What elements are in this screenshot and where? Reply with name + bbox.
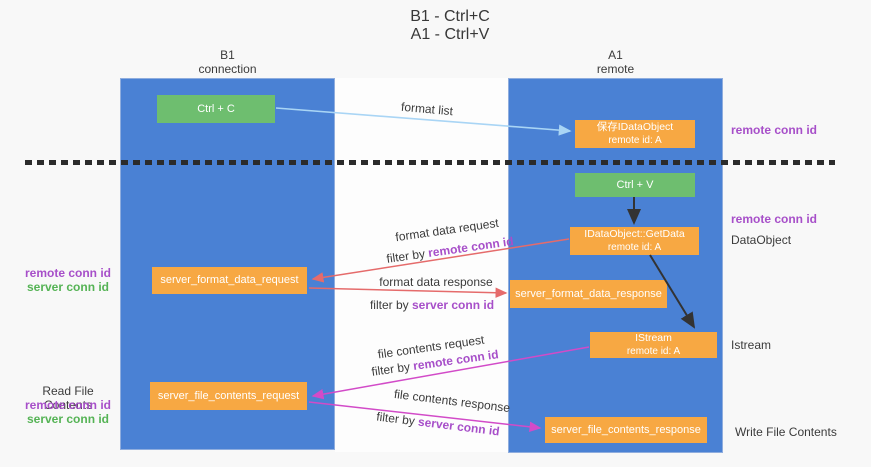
annotation-istream: Istream [731,338,772,352]
title-line-2: A1 - Ctrl+V [410,26,490,43]
annotation-remote-conn-id-left-2: remote conn id [24,398,111,412]
lane-b1-name: B1 [220,48,235,62]
node-istream: IStream remote id: A [590,332,717,358]
label-format-data-response: format data response [379,275,493,289]
node-idataobject-getdata: IDataObject::GetData remote id: A [570,227,699,255]
annotation-remote-conn-id-top: remote conn id [731,123,818,137]
annotation-remote-conn-id-mid: remote conn id [731,212,818,226]
server-conn-id-highlight: server conn id [412,298,495,312]
node-ctrl-v: Ctrl + V [575,173,695,197]
lane-header-b1: B1 connection [120,48,335,76]
annotation-server-conn-id-left-2: server conn id [26,412,110,426]
annotation-read-file-contents: Read File Contents [42,384,94,412]
annotation-write-file-contents: Write File Contents [735,425,837,439]
node-ctrl-c: Ctrl + C [157,95,275,123]
save-idataobject-line1: 保存IDataObject [596,121,674,133]
machine-boundary-dashed-line [25,160,835,165]
node-server-file-contents-request: server_file_contents_request [150,382,307,410]
lane-header-a1: A1 remote [508,48,723,76]
node-server-format-data-request: server_format_data_request [152,267,307,294]
getdata-line2: remote id: A [607,242,662,253]
ctrl-v-label: Ctrl + V [616,178,654,191]
title-line-1: B1 - Ctrl+C [410,8,490,25]
annotation-remote-conn-id-left-1: remote conn id [24,266,111,280]
server-format-data-response-label: server_format_data_response [515,287,662,300]
istream-line1: IStream [635,332,672,344]
save-idataobject-line2: remote id: A [608,135,662,146]
server-format-data-request-label: server_format_data_request [160,274,299,286]
node-server-file-contents-response: server_file_contents_response [545,417,707,443]
lane-a1-name: A1 [608,48,623,62]
getdata-line1: IDataObject::GetData [584,228,685,240]
node-server-format-data-response: server_format_data_response [510,280,667,308]
server-file-contents-request-label: server_file_contents_request [157,389,300,402]
node-save-idataobject: 保存IDataObject remote id: A [575,120,695,148]
istream-line2: remote id: A [626,346,681,357]
annotation-server-conn-id-left-1: server conn id [26,280,110,294]
ctrl-c-label: Ctrl + C [197,102,235,115]
server-file-contents-response-label: server_file_contents_response [551,423,701,436]
annotation-conn-ids-file: remote conn id server conn id [18,398,118,426]
diagram-title: B1 - Ctrl+C A1 - Ctrl+V [300,8,600,44]
annotation-conn-ids-format: remote conn id server conn id [18,266,118,294]
label-filter-by-server-conn-id-1: filter by server conn id [369,298,495,312]
lane-b1-subtitle: connection [198,62,257,76]
lane-a1-subtitle: remote [596,62,635,76]
annotation-dataobject: DataObject [731,233,792,247]
